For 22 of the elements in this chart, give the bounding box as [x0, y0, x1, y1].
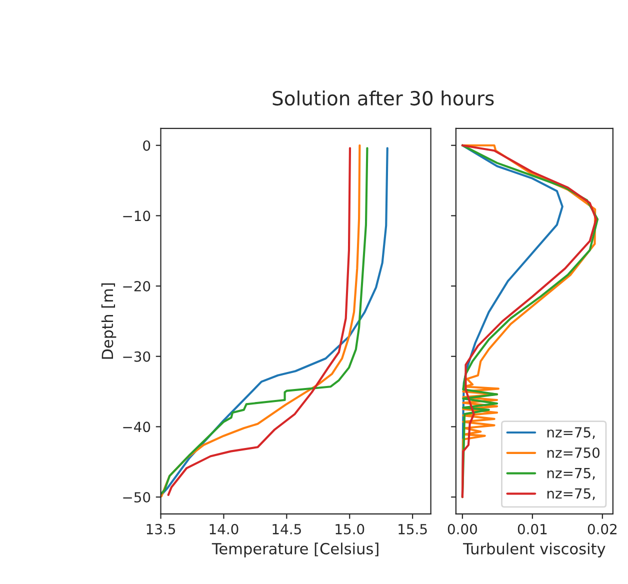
x-tick-label: 13.5	[146, 524, 176, 534]
x-axis-title: Temperature [Celsius]	[212, 542, 378, 558]
legend-label: nz=75,	[547, 427, 595, 439]
x-tick-label: 15.0	[336, 524, 364, 534]
y-tick-label: −30	[123, 351, 150, 362]
x-tick-label: 14.5	[272, 524, 301, 534]
y-tick-label: −50	[123, 492, 150, 503]
y-tick-label: −20	[123, 281, 150, 292]
y-tick-label: −10	[123, 210, 150, 222]
x-tick-label: 0.01	[518, 524, 547, 534]
x-axis-title: Turbulent viscosity	[463, 542, 606, 558]
x-tick-label: 15.5	[398, 524, 427, 534]
chart-title: Solution after 30 hours	[272, 90, 494, 106]
legend-label: nz=75,	[547, 488, 595, 500]
legend-label: nz=750	[547, 447, 600, 458]
y-tick-label: −40	[123, 422, 150, 432]
x-tick-label: 0.02	[588, 524, 616, 534]
y-axis-title: Depth [m]	[101, 283, 116, 359]
x-tick-label: 0.00	[448, 524, 477, 534]
x-tick-label: 14.0	[210, 524, 238, 534]
legend-label: nz=75,	[547, 468, 595, 480]
y-tick-label: 0	[143, 140, 150, 151]
